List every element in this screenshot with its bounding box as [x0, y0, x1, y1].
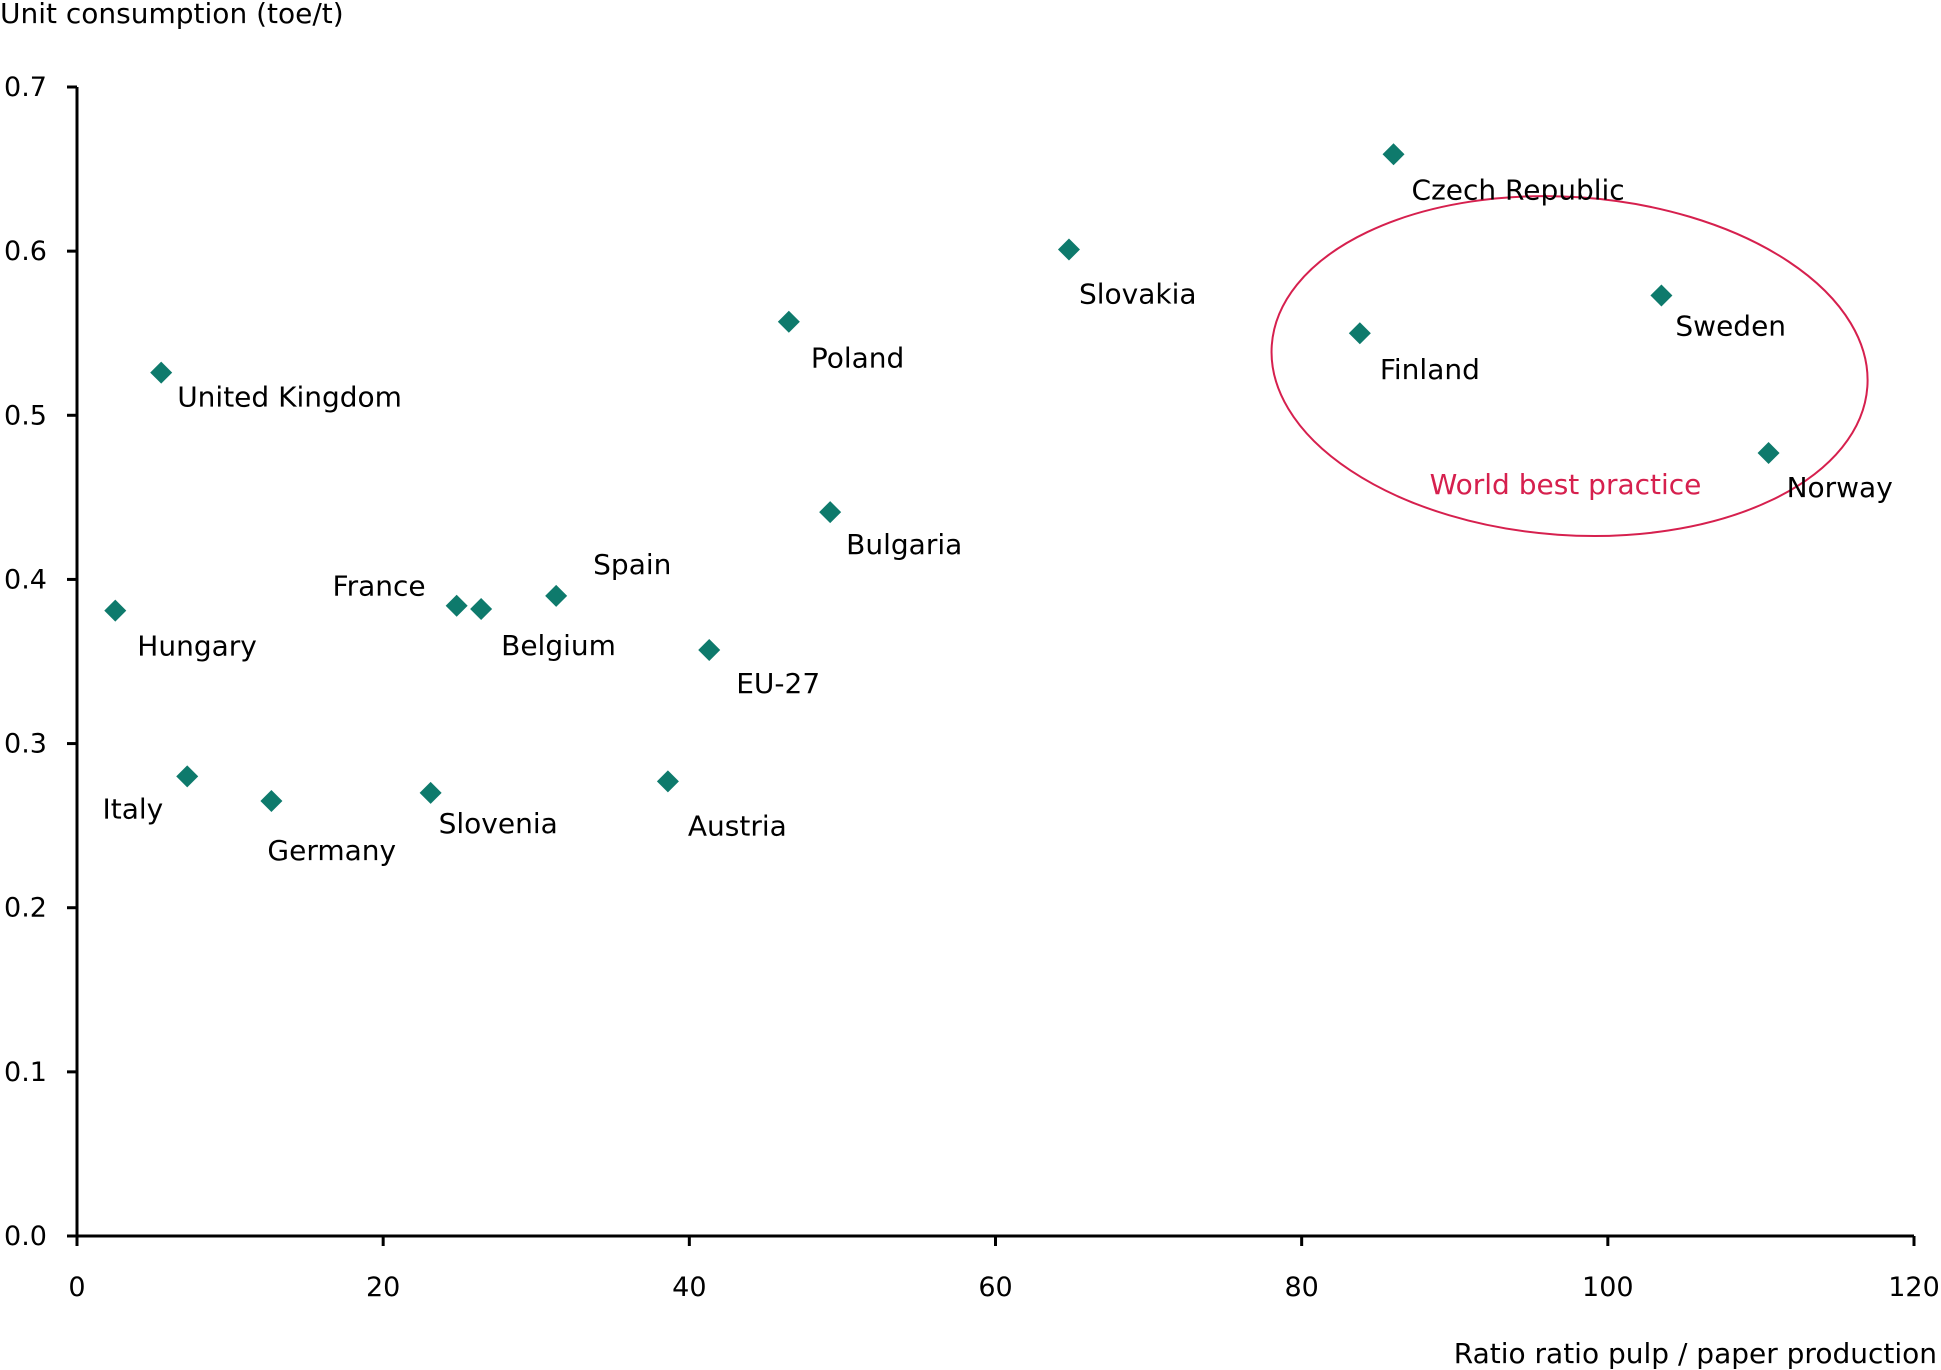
y-tick-label: 0.0	[4, 1221, 47, 1252]
y-axis-title: Unit consumption (toe/t)	[0, 0, 344, 30]
data-point	[176, 765, 199, 788]
y-tick-label: 0.2	[4, 893, 47, 924]
y-tick-label: 0.3	[4, 729, 47, 760]
data-point-label: France	[333, 570, 426, 603]
x-tick-label: 80	[1284, 1272, 1318, 1303]
data-point	[1348, 322, 1371, 345]
data-point	[470, 597, 493, 620]
y-tick-label: 0.6	[4, 236, 47, 267]
y-tick-label: 0.4	[4, 564, 47, 595]
x-tick-label: 40	[672, 1272, 706, 1303]
data-point-label: Bulgaria	[846, 528, 962, 561]
data-point-label: Slovakia	[1079, 278, 1197, 311]
data-point-label: United Kingdom	[177, 381, 402, 414]
x-tick-label: 0	[68, 1272, 85, 1303]
data-point	[150, 361, 173, 384]
axes	[75, 87, 1914, 1238]
data-point-label: Spain	[593, 548, 671, 581]
data-point-label: Germany	[267, 834, 396, 867]
data-point-label: Poland	[811, 342, 904, 375]
data-point	[1057, 238, 1080, 261]
data-point-label: Sweden	[1675, 309, 1786, 342]
data-point-label: EU-27	[736, 667, 820, 700]
x-tick-label: 100	[1582, 1272, 1634, 1303]
data-point-label: Czech Republic	[1412, 173, 1625, 206]
data-point-label: Austria	[688, 809, 787, 842]
data-point	[777, 310, 800, 333]
annotation-layer: World best practice	[1270, 195, 1869, 537]
annotation-label: World best practice	[1430, 468, 1702, 501]
x-tick-label: 120	[1888, 1272, 1940, 1303]
x-tick-label: 20	[366, 1272, 400, 1303]
data-point-label: Belgium	[501, 629, 616, 662]
data-point	[1650, 284, 1673, 307]
y-axis-ticks: 0.0 0.1 0.2 0.3 0.4 0.5 0.6 0.7	[4, 72, 77, 1252]
x-axis-ticks: 0 20 40 60 80 100 120	[68, 1236, 1940, 1303]
data-point-label: Norway	[1787, 471, 1893, 504]
data-points: Czech Republic Slovakia Sweden Poland Finlan…	[102, 143, 1893, 867]
data-point	[1757, 442, 1780, 465]
x-axis-title: Ratio ratio pulp / paper production	[1454, 1337, 1937, 1370]
data-point	[445, 594, 468, 617]
data-point-label: Hungary	[137, 630, 257, 663]
data-point-label: Slovenia	[439, 807, 558, 840]
y-tick-label: 0.5	[4, 400, 47, 431]
y-tick-label: 0.1	[4, 1057, 47, 1088]
x-tick-label: 60	[978, 1272, 1012, 1303]
world-best-practice-ellipse	[1270, 195, 1869, 537]
data-point	[819, 501, 842, 524]
data-point	[698, 639, 721, 662]
data-point-label: Italy	[102, 792, 163, 825]
data-point	[104, 599, 127, 622]
data-point	[419, 781, 442, 804]
data-point-label: Finland	[1380, 353, 1480, 386]
data-point	[545, 584, 568, 607]
data-point	[656, 770, 679, 793]
data-point	[260, 790, 283, 813]
data-point	[1382, 143, 1405, 166]
y-tick-label: 0.7	[4, 72, 47, 103]
